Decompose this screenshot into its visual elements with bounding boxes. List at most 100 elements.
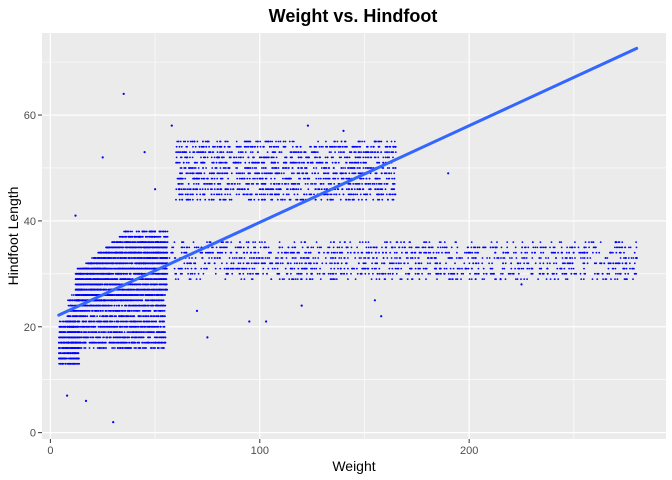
data-point — [92, 320, 95, 323]
data-point — [105, 246, 108, 249]
data-point — [152, 315, 155, 318]
data-point — [540, 251, 542, 254]
data-point — [67, 320, 69, 323]
data-point — [214, 267, 217, 270]
data-point — [141, 315, 143, 318]
data-point — [73, 331, 75, 333]
data-point — [121, 347, 124, 349]
data-point — [96, 310, 98, 312]
data-point — [126, 288, 129, 291]
data-point — [138, 310, 141, 312]
data-point — [156, 288, 159, 291]
data-point — [121, 299, 123, 302]
data-point — [148, 304, 150, 307]
data-point — [226, 241, 229, 244]
data-point — [105, 347, 107, 349]
data-point — [76, 283, 78, 286]
data-point — [127, 299, 129, 302]
data-point — [580, 257, 582, 259]
data-point — [162, 262, 165, 265]
data-point — [148, 288, 151, 291]
data-point — [98, 331, 100, 333]
data-point — [67, 362, 70, 365]
data-point — [624, 272, 627, 275]
data-point — [68, 347, 71, 349]
data-point — [123, 336, 126, 339]
data-point — [141, 341, 144, 344]
data-point — [243, 257, 246, 259]
data-point — [75, 315, 78, 318]
data-point — [92, 315, 94, 318]
data-point — [75, 299, 78, 302]
data-point — [531, 257, 534, 259]
data-point — [109, 278, 112, 280]
data-point — [245, 267, 248, 270]
data-point — [152, 251, 155, 254]
data-point — [164, 294, 167, 296]
data-point — [118, 331, 121, 333]
data-point — [103, 283, 106, 286]
data-point — [293, 257, 295, 259]
data-point — [78, 299, 81, 302]
data-point — [595, 251, 598, 254]
data-point — [136, 246, 139, 249]
data-point — [139, 315, 141, 318]
data-point — [115, 304, 118, 307]
data-point — [68, 352, 70, 355]
data-point — [128, 320, 131, 323]
data-point — [88, 310, 90, 312]
data-point — [62, 325, 65, 328]
data-point — [154, 241, 157, 244]
data-point — [163, 283, 166, 286]
data-point — [298, 262, 301, 265]
data-point — [515, 257, 518, 259]
data-point — [221, 262, 223, 265]
data-point — [154, 257, 156, 259]
data-point — [88, 278, 91, 280]
data-point — [82, 341, 85, 344]
data-point — [71, 347, 74, 349]
data-point — [109, 283, 112, 286]
data-point — [318, 272, 321, 275]
data-point — [111, 299, 114, 302]
data-point — [125, 304, 127, 307]
data-point — [614, 246, 616, 249]
data-point — [77, 352, 80, 355]
data-point — [143, 251, 146, 254]
data-point — [140, 299, 143, 302]
data-point — [329, 272, 332, 275]
data-point — [118, 262, 120, 265]
data-point — [360, 257, 362, 259]
data-point — [614, 278, 616, 280]
data-point — [166, 241, 169, 244]
data-point — [59, 325, 62, 328]
data-point — [139, 288, 142, 291]
data-point — [107, 267, 109, 270]
data-point — [131, 299, 134, 302]
data-point — [138, 347, 141, 349]
data-point — [122, 341, 125, 344]
data-point — [117, 283, 120, 286]
data-point — [337, 267, 339, 270]
data-point — [84, 347, 87, 349]
data-point — [129, 325, 132, 328]
data-point — [130, 235, 132, 238]
data-point — [76, 362, 79, 365]
data-point — [94, 272, 97, 275]
data-point — [143, 347, 145, 349]
data-point — [115, 241, 118, 244]
data-point — [146, 257, 149, 259]
data-point — [129, 272, 132, 275]
data-point — [99, 315, 101, 318]
data-point — [160, 347, 163, 349]
data-point — [124, 310, 127, 312]
data-point — [83, 331, 85, 333]
data-point — [73, 325, 76, 328]
data-point — [161, 230, 164, 233]
data-point — [151, 304, 154, 307]
data-point — [148, 230, 151, 233]
data-point — [164, 304, 167, 307]
data-point — [85, 294, 88, 296]
data-point — [136, 331, 139, 333]
data-point — [98, 347, 101, 349]
